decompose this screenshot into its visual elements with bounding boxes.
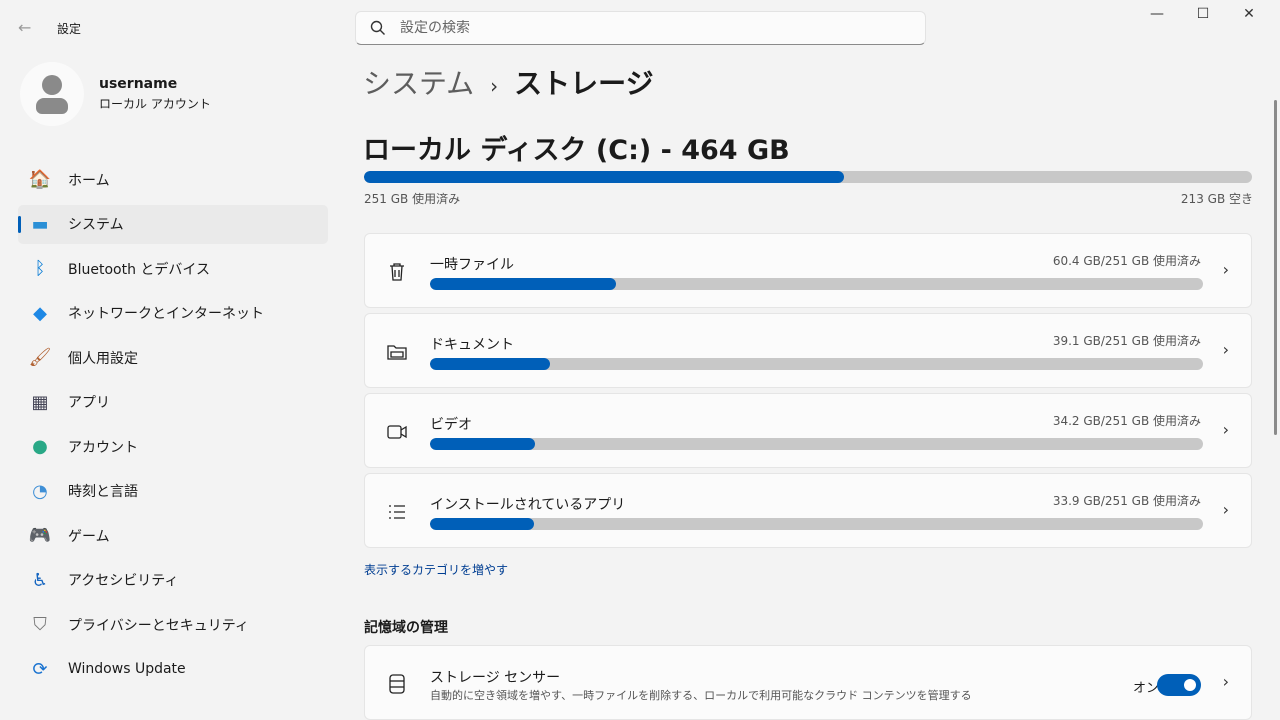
category-amount: 34.2 GB/251 GB 使用済み xyxy=(1052,414,1201,428)
search-icon xyxy=(370,20,385,35)
user-name: username xyxy=(99,76,178,92)
sidebar-item-clock-globe[interactable]: ◔ 時刻と言語 xyxy=(18,472,328,511)
trash-icon xyxy=(390,263,404,281)
account-type: ローカル アカウント xyxy=(99,97,211,111)
clock-globe-icon: ◔ xyxy=(32,480,48,502)
category-label: ドキュメント xyxy=(430,337,514,353)
video-icon xyxy=(387,425,407,439)
sidebar-item-accessibility[interactable]: ♿ アクセシビリティ xyxy=(18,561,328,600)
sidebar-item-label: 個人用設定 xyxy=(68,350,138,367)
category-amount: 60.4 GB/251 GB 使用済み xyxy=(1052,254,1201,268)
close-button[interactable]: ✕ xyxy=(1243,6,1255,22)
sidebar-item-bluetooth[interactable]: ᛒ Bluetooth とデバイス xyxy=(18,249,328,288)
storage-sense-description: 自動的に空き領域を増やす、一時ファイルを削除する、ローカルで利用可能なクラウド … xyxy=(430,689,972,702)
sidebar-item-label: アプリ xyxy=(68,395,110,411)
list-icon xyxy=(389,505,405,519)
disk-used: 251 GB 使用済み xyxy=(364,192,461,206)
sidebar-item-label: 時刻と言語 xyxy=(68,484,138,500)
storage-drive-icon xyxy=(389,674,405,694)
storage-category-card[interactable]: インストールされているアプリ 33.9 GB/251 GB 使用済み › xyxy=(364,473,1252,548)
back-button[interactable]: ← xyxy=(18,18,32,37)
category-usage-bar xyxy=(430,278,1203,290)
apps-icon: ▦ xyxy=(31,391,49,413)
chevron-right-icon[interactable]: › xyxy=(1222,340,1229,359)
category-label: 一時ファイル xyxy=(430,257,514,273)
sidebar-item-account[interactable]: ● アカウント xyxy=(18,427,328,466)
toggle-state: オン xyxy=(1132,681,1159,696)
sidebar-item-label: Bluetooth とデバイス xyxy=(68,261,210,278)
storage-sense-card[interactable]: ストレージ センサー 自動的に空き領域を増やす、一時ファイルを削除する、ローカル… xyxy=(364,645,1252,720)
sidebar-item-gamepad[interactable]: 🎮 ゲーム xyxy=(18,516,328,555)
home-icon: 🏠 xyxy=(28,169,52,190)
category-label: インストールされているアプリ xyxy=(430,497,626,513)
disk-title: ローカル ディスク (C:) - 464 GB xyxy=(363,135,790,166)
category-usage-bar xyxy=(430,358,1203,370)
page-title: ストレージ xyxy=(514,67,654,100)
sidebar-item-update[interactable]: ⟳ Windows Update xyxy=(18,650,328,689)
minimize-button[interactable]: — xyxy=(1150,6,1164,22)
chevron-right-icon[interactable]: › xyxy=(1222,420,1229,439)
sidebar-item-label: システム xyxy=(68,217,124,233)
app-title: 設定 xyxy=(57,22,82,36)
sidebar-item-label: ネットワークとインターネット xyxy=(68,306,264,322)
sidebar-item-label: アカウント xyxy=(68,439,138,456)
sidebar-item-brush[interactable]: 🖌 個人用設定 xyxy=(18,338,328,377)
storage-sense-label: ストレージ センサー xyxy=(430,670,561,686)
chevron-right-icon[interactable]: › xyxy=(1222,500,1229,519)
sidebar-item-label: ゲーム xyxy=(68,528,110,545)
chevron-right-icon: › xyxy=(490,74,499,98)
system-icon: ▬ xyxy=(31,213,49,235)
sidebar-item-system[interactable]: ▬ システム xyxy=(18,204,328,244)
sidebar-item-shield[interactable]: ⛉ プライバシーとセキュリティ xyxy=(18,605,328,644)
breadcrumb: システム › ストレージ xyxy=(363,62,654,102)
show-more-categories-link[interactable]: 表示するカテゴリを増やす xyxy=(364,563,509,577)
category-usage-bar xyxy=(430,518,1203,530)
scrollbar[interactable] xyxy=(1274,100,1277,435)
disk-free: 213 GB 空き xyxy=(1180,192,1253,206)
shield-icon: ⛉ xyxy=(33,614,47,635)
category-amount: 39.1 GB/251 GB 使用済み xyxy=(1052,334,1201,348)
storage-category-card[interactable]: 一時ファイル 60.4 GB/251 GB 使用済み › xyxy=(364,233,1252,308)
update-icon: ⟳ xyxy=(32,658,48,680)
category-label: ビデオ xyxy=(430,417,472,433)
storage-management-heading: 記憶域の管理 xyxy=(364,620,448,636)
gamepad-icon: 🎮 xyxy=(28,525,52,546)
account-icon: ● xyxy=(32,436,48,457)
maximize-button[interactable]: ☐ xyxy=(1196,6,1210,22)
storage-sense-toggle[interactable] xyxy=(1157,674,1201,696)
sidebar-item-label: アクセシビリティ xyxy=(68,573,179,589)
sidebar-item-label: プライバシーとセキュリティ xyxy=(68,617,249,634)
avatar xyxy=(20,62,84,126)
accessibility-icon: ♿ xyxy=(31,569,49,591)
user-profile[interactable]: username ローカル アカウント xyxy=(20,62,211,126)
sidebar-item-wifi[interactable]: ◆ ネットワークとインターネット xyxy=(18,294,328,333)
category-amount: 33.9 GB/251 GB 使用済み xyxy=(1052,494,1201,508)
chevron-right-icon[interactable]: › xyxy=(1222,672,1229,691)
wifi-icon: ◆ xyxy=(33,302,47,324)
search-input[interactable] xyxy=(400,20,880,36)
sidebar-item-apps[interactable]: ▦ アプリ xyxy=(18,383,328,422)
storage-category-card[interactable]: ドキュメント 39.1 GB/251 GB 使用済み › xyxy=(364,313,1252,388)
sidebar-item-label: ホーム xyxy=(68,172,110,189)
breadcrumb-parent[interactable]: システム xyxy=(363,67,475,100)
category-usage-bar xyxy=(430,438,1203,450)
disk-usage-bar xyxy=(364,171,1252,183)
sidebar-item-label: Windows Update xyxy=(68,661,186,677)
sidebar-nav: 🏠 ホーム ▬ システム ᛒ Bluetooth とデバイス ◆ ネットワークとインターネット… xyxy=(18,160,328,694)
storage-category-card[interactable]: ビデオ 34.2 GB/251 GB 使用済み › xyxy=(364,393,1252,468)
brush-icon: 🖌 xyxy=(28,347,52,368)
sidebar-item-home[interactable]: 🏠 ホーム xyxy=(18,160,328,199)
title-bar: ← 設定 — ☐ ✕ xyxy=(0,0,1280,56)
folder-icon xyxy=(387,345,407,360)
search-box[interactable] xyxy=(355,11,926,45)
bluetooth-icon: ᛒ xyxy=(34,258,46,279)
chevron-right-icon[interactable]: › xyxy=(1222,260,1229,279)
